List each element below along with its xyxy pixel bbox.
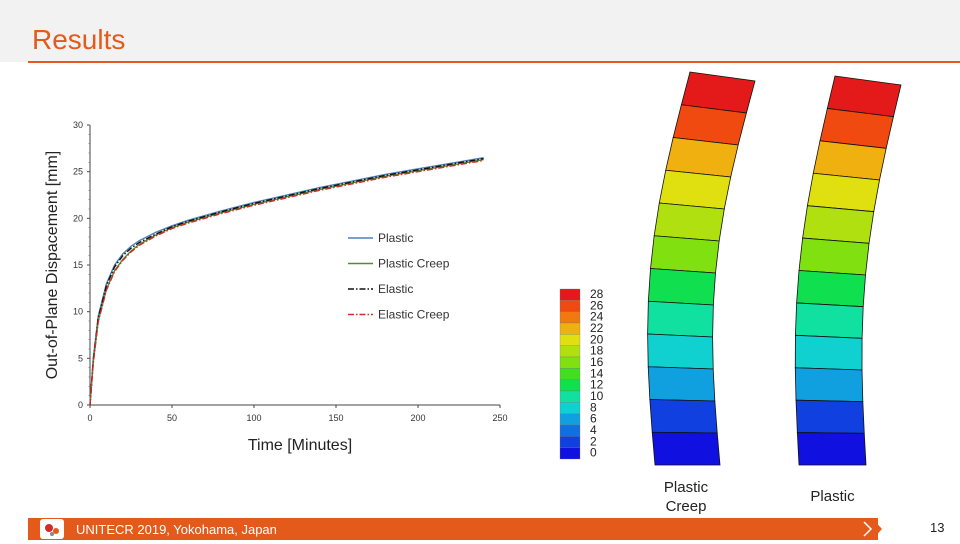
legend-label: Plastic Creep bbox=[378, 257, 450, 271]
legend-label: Elastic Creep bbox=[378, 308, 450, 322]
x-tick-label: 0 bbox=[87, 413, 92, 423]
contour-band bbox=[654, 203, 724, 241]
displacement-chart: 0 5 10 15 20 25 30 0 50 100 150 200 250 Time [Minutes… bbox=[30, 110, 530, 465]
slide-title: Results bbox=[32, 24, 125, 56]
contour-band bbox=[795, 335, 862, 370]
legend-label: Elastic bbox=[378, 282, 413, 296]
contour-band bbox=[799, 238, 869, 275]
y-tick-label: 0 bbox=[78, 400, 83, 410]
page-number: 13 bbox=[930, 520, 944, 535]
contour-band bbox=[796, 400, 864, 433]
y-tick-label: 20 bbox=[73, 213, 83, 223]
caption-plastic: Plastic bbox=[795, 487, 870, 506]
colorbar-swatch bbox=[560, 357, 580, 368]
colorbar-swatch bbox=[560, 436, 580, 447]
contour-band bbox=[803, 206, 874, 244]
series-line-plastic bbox=[90, 158, 484, 405]
contour-band bbox=[797, 271, 866, 307]
y-tick-label: 25 bbox=[73, 167, 83, 177]
contour-band bbox=[795, 368, 863, 402]
y-axis-label: Out-of-Plane Dispacement [mm] bbox=[44, 151, 61, 380]
header-bar bbox=[0, 0, 960, 62]
colorbar-swatch bbox=[560, 448, 580, 459]
y-tick-label: 15 bbox=[73, 260, 83, 270]
title-underline bbox=[28, 61, 960, 63]
x-tick-label: 150 bbox=[328, 413, 343, 423]
contour-band bbox=[659, 170, 730, 209]
x-tick-label: 200 bbox=[410, 413, 425, 423]
contour-band bbox=[648, 334, 714, 369]
colorbar-swatch bbox=[560, 414, 580, 425]
contour-band bbox=[795, 303, 863, 338]
contour-strip-1 bbox=[648, 72, 755, 465]
contour-band bbox=[651, 236, 720, 273]
conference-logo-icon bbox=[40, 519, 64, 539]
colorbar-swatch bbox=[560, 323, 580, 334]
caption-plastic-creep: Plastic Creep bbox=[650, 478, 722, 516]
x-tick-label: 100 bbox=[246, 413, 261, 423]
footer-arrow-icon bbox=[860, 518, 882, 540]
colorbar-swatch bbox=[560, 300, 580, 311]
colorbar-swatch bbox=[560, 425, 580, 436]
contour-plots bbox=[640, 65, 930, 475]
colorbar-swatch bbox=[560, 368, 580, 379]
colorbar-swatch bbox=[560, 312, 580, 323]
colorbar-swatch bbox=[560, 402, 580, 413]
colorbar-label: 0 bbox=[590, 446, 597, 460]
chart-svg: 0 5 10 15 20 25 30 0 50 100 150 200 250 Time [Minutes… bbox=[30, 110, 530, 465]
legend-label: Plastic bbox=[378, 231, 413, 245]
y-tick-label: 5 bbox=[78, 353, 83, 363]
footer-text: UNITECR 2019, Yokohama, Japan bbox=[76, 522, 277, 537]
x-tick-label: 250 bbox=[492, 413, 507, 423]
contour-band bbox=[648, 301, 714, 337]
x-axis-label: Time [Minutes] bbox=[248, 437, 352, 454]
colorbar-swatch bbox=[560, 334, 580, 345]
colorbar-swatch bbox=[560, 391, 580, 402]
contour-band bbox=[648, 367, 715, 401]
contour-band bbox=[797, 433, 866, 465]
colorbar-swatch bbox=[560, 346, 580, 357]
contour-band bbox=[648, 269, 715, 306]
colorbar-swatch bbox=[560, 380, 580, 391]
y-tick-label: 10 bbox=[73, 307, 83, 317]
colorbar-swatch bbox=[560, 289, 580, 300]
contour-strip-2 bbox=[795, 76, 901, 465]
contour-band bbox=[807, 173, 879, 211]
x-tick-label: 50 bbox=[167, 413, 177, 423]
contour-band bbox=[650, 400, 717, 434]
contour-band bbox=[652, 432, 720, 465]
y-tick-label: 30 bbox=[73, 120, 83, 130]
